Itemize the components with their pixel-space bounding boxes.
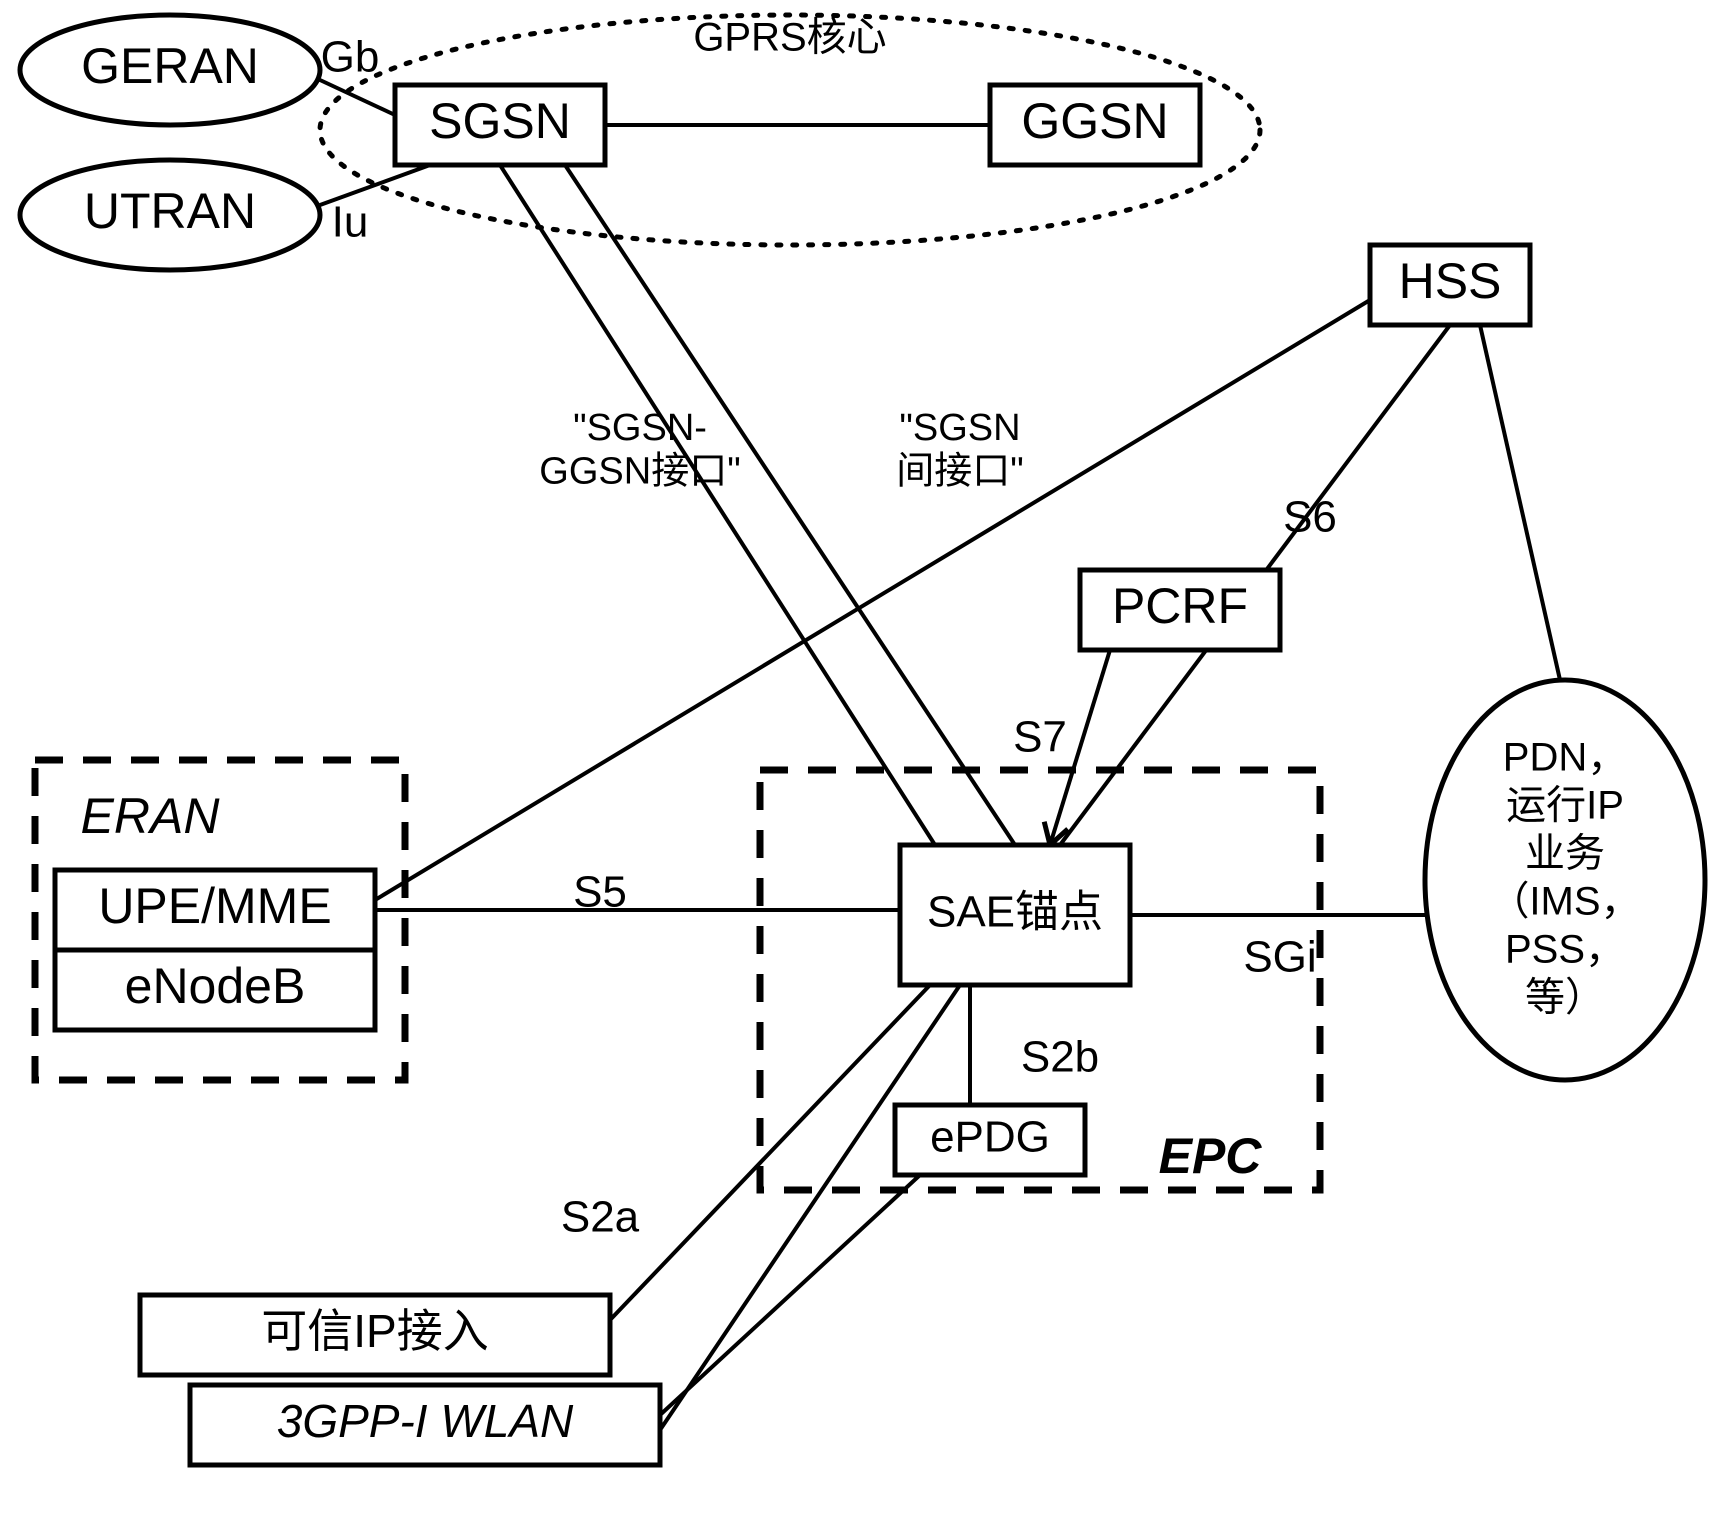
node-label-epdg: ePDG bbox=[930, 1113, 1050, 1162]
node-label-enodeb: eNodeB bbox=[125, 958, 306, 1014]
edge-label: S2b bbox=[1021, 1033, 1099, 1082]
edge-label: S7 bbox=[1013, 713, 1067, 762]
edge-label: SGi bbox=[1243, 933, 1316, 982]
node-label-pdn-2: 业务 bbox=[1525, 832, 1605, 876]
edge-label-line: "SGSN bbox=[899, 407, 1020, 449]
edge-label: Iu bbox=[332, 198, 369, 247]
node-label-pcrf: PCRF bbox=[1112, 578, 1248, 634]
node-label-pdn-5: 等） bbox=[1525, 976, 1605, 1020]
group-label-epc: EPC bbox=[1159, 1128, 1263, 1184]
group-label-eran: ERAN bbox=[81, 788, 221, 844]
edge-wlan-epdg bbox=[660, 1175, 920, 1415]
node-label-pdn-4: PSS， bbox=[1505, 928, 1625, 972]
edge-label-line: GGSN接口" bbox=[539, 451, 740, 493]
edge-label: S5 bbox=[573, 868, 627, 917]
node-label-pdn-1: 运行IP bbox=[1506, 784, 1624, 828]
node-label-wlan: 3GPP-I WLAN bbox=[277, 1395, 574, 1447]
edge-label: Gb bbox=[321, 33, 380, 82]
edge-label-line: 间接口" bbox=[896, 451, 1024, 493]
node-label-sgsn: SGSN bbox=[429, 93, 571, 149]
node-label-sae: SAE锚点 bbox=[927, 888, 1103, 937]
edge-wlan-sae bbox=[660, 985, 960, 1430]
edge-label: S2a bbox=[561, 1193, 640, 1242]
group-label-gprs_core: GPRS核心 bbox=[693, 16, 886, 60]
nodes-layer bbox=[20, 15, 1705, 1465]
node-label-pdn-3: （IMS， bbox=[1489, 880, 1640, 924]
node-label-ggsn: GGSN bbox=[1021, 93, 1168, 149]
node-label-geran: GERAN bbox=[81, 38, 259, 94]
edge-label-line: "SGSN- bbox=[573, 407, 707, 449]
edge-label: S6 bbox=[1283, 493, 1337, 542]
edge-geran-sgsn bbox=[320, 80, 395, 115]
node-label-utran: UTRAN bbox=[84, 183, 256, 239]
node-label-hss: HSS bbox=[1399, 253, 1502, 309]
edge-sgsn-sae_left bbox=[500, 165, 935, 845]
node-label-trusted: 可信IP接入 bbox=[261, 1305, 488, 1357]
node-label-pdn-0: PDN， bbox=[1503, 736, 1627, 780]
node-label-upe: UPE/MME bbox=[98, 878, 331, 934]
edge-hss-pdn bbox=[1480, 325, 1560, 680]
